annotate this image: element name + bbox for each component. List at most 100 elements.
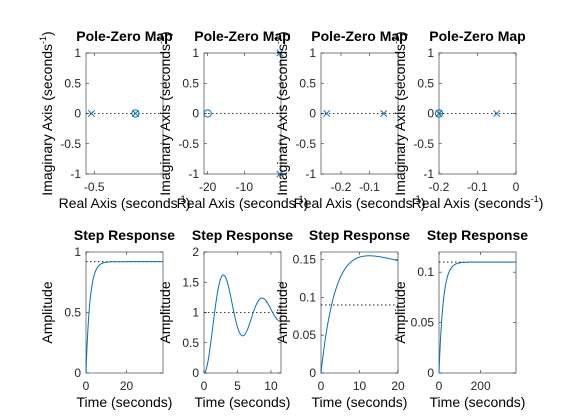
y-tick-label: -0.5: [413, 137, 434, 151]
y-axis-label: Amplitude: [274, 281, 290, 343]
pole-marker: [131, 109, 140, 118]
panel-5: 0 20 0 0.5 1 Step Response Time (seconds) Ampli…: [39, 227, 175, 410]
y-tick-label: -1: [423, 167, 434, 181]
step-response-line: [438, 261, 516, 374]
y-tick-label: 0: [427, 366, 434, 380]
y-tick-label: 0.15: [293, 253, 317, 267]
y-axis-label: Imaginary Axis (seconds-1): [273, 31, 290, 195]
x-tick-label: -0.2: [429, 180, 450, 194]
x-tick-label: -0.5: [84, 180, 105, 194]
chart-title: Pole-Zero Map: [76, 28, 172, 44]
y-tick-label: 1: [74, 245, 81, 259]
x-tick-label: -20: [199, 180, 217, 194]
y-axis-label: Amplitude: [392, 281, 408, 343]
x-tick-label: 10: [264, 379, 278, 393]
y-tick-label: 0.05: [293, 328, 317, 342]
y-tick-label: 0.5: [182, 76, 199, 90]
y-tick-label: 0.5: [417, 76, 434, 90]
y-tick-label: 0: [74, 366, 81, 380]
zero-marker: [434, 109, 444, 118]
y-tick-label: -0.5: [60, 137, 81, 151]
step-response-line: [85, 261, 163, 374]
y-tick-label: -1: [305, 167, 316, 181]
step-response-line: [320, 255, 399, 374]
pole-marker: [276, 170, 284, 178]
y-axis-label: Imaginary Axis (seconds-1): [156, 31, 173, 195]
chart-title: Pole-Zero Map: [311, 28, 407, 44]
plot-area: [320, 251, 399, 374]
chart-title: Pole-Zero Map: [429, 28, 525, 44]
y-tick-label: 0: [427, 107, 434, 121]
y-tick-label: 0.05: [411, 316, 435, 330]
x-axis-label: Time (seconds): [77, 394, 173, 410]
x-tick-label: 0: [318, 379, 325, 393]
chart-title: Step Response: [74, 227, 175, 243]
y-tick-label: 1: [427, 46, 434, 60]
y-tick-label: 1: [192, 46, 199, 60]
panel-4: -0.2 -0.1 0 -1 -0.5 0 0.5 1 Pole-Zero Map Real Ax…: [391, 28, 543, 211]
plot-area: [438, 251, 517, 374]
chart-title: Step Response: [192, 227, 293, 243]
chart-title: Step Response: [309, 227, 410, 243]
y-axis-label: Imaginary Axis (seconds-1): [391, 31, 408, 195]
y-tick-label: 0.5: [299, 76, 316, 90]
y-axis-label: Imaginary Axis (seconds-1): [38, 31, 55, 195]
x-axis-label: Time (seconds): [195, 394, 291, 410]
pole-marker: [276, 49, 284, 57]
x-tick-label: 10: [353, 379, 367, 393]
y-tick-label: -0.5: [178, 137, 199, 151]
y-tick-label: 0.5: [64, 306, 81, 320]
y-tick-label: 0: [309, 366, 316, 380]
pole-marker: [323, 109, 331, 118]
panel-3: -0.2 -0.1 -1 -0.5 0 0.5 1 Pole-Zero Map Real Axi…: [273, 28, 425, 211]
chart-title: Step Response: [427, 227, 528, 243]
panel-8: 0 200 0 0.05 0.1 Step Response Time (seconds) A…: [392, 227, 528, 410]
x-tick-label: 20: [391, 379, 405, 393]
y-tick-label: 0.1: [417, 265, 434, 279]
y-tick-label: -0.5: [295, 137, 316, 151]
pole-marker: [87, 109, 96, 118]
x-tick-label: 0: [83, 379, 90, 393]
y-tick-label: 0: [309, 107, 316, 121]
y-axis-label: Amplitude: [157, 281, 173, 343]
x-tick-label: -10: [236, 180, 254, 194]
x-tick-label: -0.1: [359, 180, 380, 194]
zero-marker: [203, 109, 212, 118]
x-axis-label: Time (seconds): [312, 394, 408, 410]
x-tick-label: 0: [436, 379, 443, 393]
panel-7: 0 10 20 0 0.05 0.1 0.15 Step Response Time (seco…: [274, 227, 410, 410]
y-tick-label: 0.5: [64, 76, 81, 90]
x-axis-label: Real Axis (seconds-1): [59, 194, 191, 211]
panel-6: 0 5 10 0 0.5 1 1.5 2 Step Response Time (seconds)…: [157, 227, 293, 410]
y-tick-label: 1: [309, 46, 316, 60]
x-tick-label: 5: [234, 379, 241, 393]
y-tick-label: 1: [74, 46, 81, 60]
x-tick-label: -0.2: [331, 180, 352, 194]
y-tick-label: -1: [188, 167, 199, 181]
step-response-line: [203, 274, 282, 374]
x-tick-label: 0: [513, 180, 520, 194]
y-tick-label: 0: [74, 107, 81, 121]
pole-marker: [380, 109, 388, 118]
x-tick-label: 200: [471, 379, 491, 393]
panel-2: -20 -10 -1 -0.5 0 0.5 1 Pole-Zero Map Real Axis …: [156, 28, 308, 211]
x-tick-label: -0.1: [467, 180, 488, 194]
y-tick-label: 2: [192, 245, 199, 259]
y-tick-label: 0: [192, 107, 199, 121]
y-tick-label: 1.5: [182, 275, 199, 289]
chart-title: Pole-Zero Map: [194, 28, 290, 44]
y-tick-label: 0: [192, 366, 199, 380]
x-tick-label: 20: [120, 379, 134, 393]
pole-marker: [435, 109, 443, 118]
x-axis-label: Real Axis (seconds-1): [294, 194, 426, 211]
x-axis-label: Time (seconds): [430, 394, 526, 410]
x-axis-label: Real Axis (seconds-1): [412, 194, 544, 211]
pole-marker: [493, 109, 501, 118]
y-tick-label: 0.5: [182, 336, 199, 350]
zero-marker: [131, 109, 140, 118]
plot-area: [85, 251, 164, 374]
y-tick-label: 1: [192, 306, 199, 320]
x-axis-label: Real Axis (seconds-1): [177, 194, 309, 211]
